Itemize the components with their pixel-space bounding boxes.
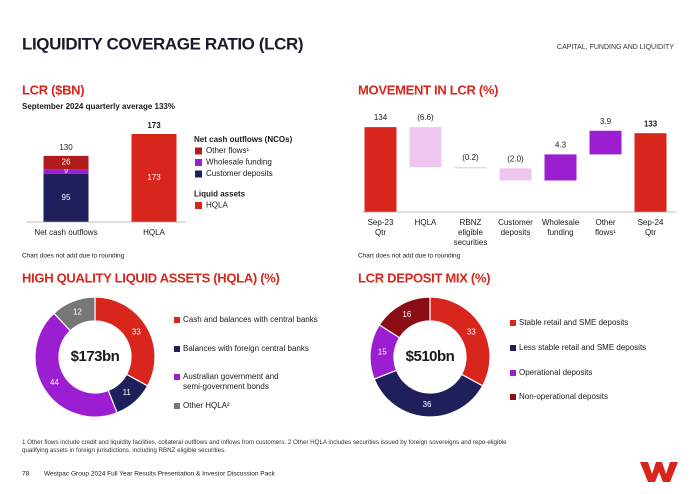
bar — [364, 127, 397, 212]
legend-swatch — [195, 170, 202, 178]
value-label: (0.2) — [462, 153, 479, 162]
chart-note: Chart does not add due to rounding — [22, 253, 125, 260]
legend-swatch — [195, 147, 202, 155]
legend-swatch — [195, 202, 202, 209]
legend-swatch — [174, 346, 180, 352]
legend-label: Operational deposits — [519, 368, 592, 377]
legend-label: Less stable retail and SME deposits — [519, 343, 646, 352]
legend-swatch — [510, 394, 516, 400]
bar — [499, 168, 532, 181]
legend-label: Wholesale funding — [206, 158, 272, 167]
x-tick-label: Net cash outflows — [34, 228, 97, 237]
segment-label: 95 — [62, 193, 71, 202]
legend-label: Balances with foreign central banks — [183, 344, 309, 353]
total-label: 130 — [59, 143, 73, 152]
center-label: $510bn — [406, 348, 455, 365]
x-tick-label: Sep-24 Qtr — [638, 218, 664, 237]
legend-label: Cash and balances with central banks — [183, 315, 318, 324]
segment-label: 12 — [73, 307, 82, 316]
legend-label: Other flows¹ — [206, 146, 249, 155]
segment-label: 36 — [423, 400, 432, 409]
total-label: 173 — [147, 121, 161, 130]
chart-note: Chart does not add due to rounding — [358, 253, 461, 260]
bar-segment — [43, 155, 89, 170]
value-label: (6.6) — [417, 113, 434, 122]
bar-segment — [131, 134, 177, 222]
segment-label: 33 — [467, 328, 476, 337]
document-name: Westpac Group 2024 Full Year Results Pre… — [44, 471, 275, 478]
legend-swatch — [174, 317, 180, 323]
value-label: 4.3 — [555, 141, 567, 150]
footnote: 1 Other flows include credit and liquidi… — [22, 439, 507, 454]
donut-segment — [94, 296, 156, 387]
x-tick-label: Sep-23 Qtr — [368, 218, 394, 237]
legend-label: Stable retail and SME deposits — [519, 318, 628, 327]
legend-swatch — [510, 320, 516, 326]
center-label: $173bn — [71, 348, 120, 365]
legend-label: Customer deposits — [206, 169, 273, 178]
legend-label: Non-operational deposits — [519, 392, 608, 401]
segment-label: 33 — [132, 328, 141, 337]
value-label: 3.9 — [600, 117, 612, 126]
segment-label: 26 — [62, 158, 71, 167]
segment-label: 9 — [64, 168, 68, 175]
bar-segment — [43, 173, 89, 222]
donut-segment — [429, 296, 491, 387]
bar — [409, 127, 442, 168]
bar — [544, 154, 577, 181]
panel-title: MOVEMENT IN LCR (%) — [358, 82, 498, 97]
segment-label: 44 — [50, 378, 59, 387]
segment-label: 15 — [378, 348, 387, 357]
bar — [454, 167, 487, 169]
legend-label: Australian government and semi-government… — [183, 372, 279, 391]
section-label: CAPITAL, FUNDING AND LIQUIDITY — [557, 44, 674, 51]
donut-segment — [373, 369, 484, 418]
panel-title: HIGH QUALITY LIQUID ASSETS (HQLA) (%) — [22, 270, 280, 285]
legend-heading: Net cash outflows (NCOs) — [194, 135, 293, 144]
donut-segment — [53, 296, 96, 332]
x-tick-label: RBNZ eligible securities — [454, 218, 488, 247]
legend-swatch — [174, 403, 180, 409]
panel-subtitle: September 2024 quarterly average 133% — [22, 102, 175, 111]
legend-swatch — [174, 374, 180, 380]
bar — [634, 133, 667, 212]
x-tick-label: Customer deposits — [498, 218, 533, 237]
value-label: (2.0) — [507, 154, 524, 163]
donut-segment — [378, 296, 431, 339]
legend-swatch — [195, 159, 202, 166]
segment-label: 173 — [147, 173, 161, 182]
panel-title: LCR ($BN) — [22, 82, 84, 97]
legend-label: HQLA — [206, 201, 228, 210]
segment-label: 11 — [123, 388, 132, 397]
page-title: LIQUIDITY COVERAGE RATIO (LCR) — [22, 34, 303, 53]
legend-swatch — [510, 345, 516, 351]
value-label: 134 — [374, 113, 388, 122]
legend-label: Other HQLA² — [183, 401, 230, 410]
panel-title: LCR DEPOSIT MIX (%) — [358, 270, 490, 285]
logo — [640, 462, 678, 482]
value-label: 133 — [644, 119, 658, 128]
segment-label: 16 — [402, 310, 411, 319]
page-number: 78 — [22, 471, 30, 478]
bar-segment — [43, 169, 89, 174]
x-tick-label: Wholesale funding — [542, 218, 580, 237]
legend-swatch — [510, 370, 516, 376]
donut-segment — [34, 312, 118, 418]
x-tick-label: HQLA — [143, 228, 165, 237]
x-tick-label: Other flows¹ — [595, 218, 616, 237]
x-tick-label: HQLA — [415, 218, 437, 227]
bar — [589, 130, 622, 155]
legend-heading: Liquid assets — [194, 190, 246, 199]
